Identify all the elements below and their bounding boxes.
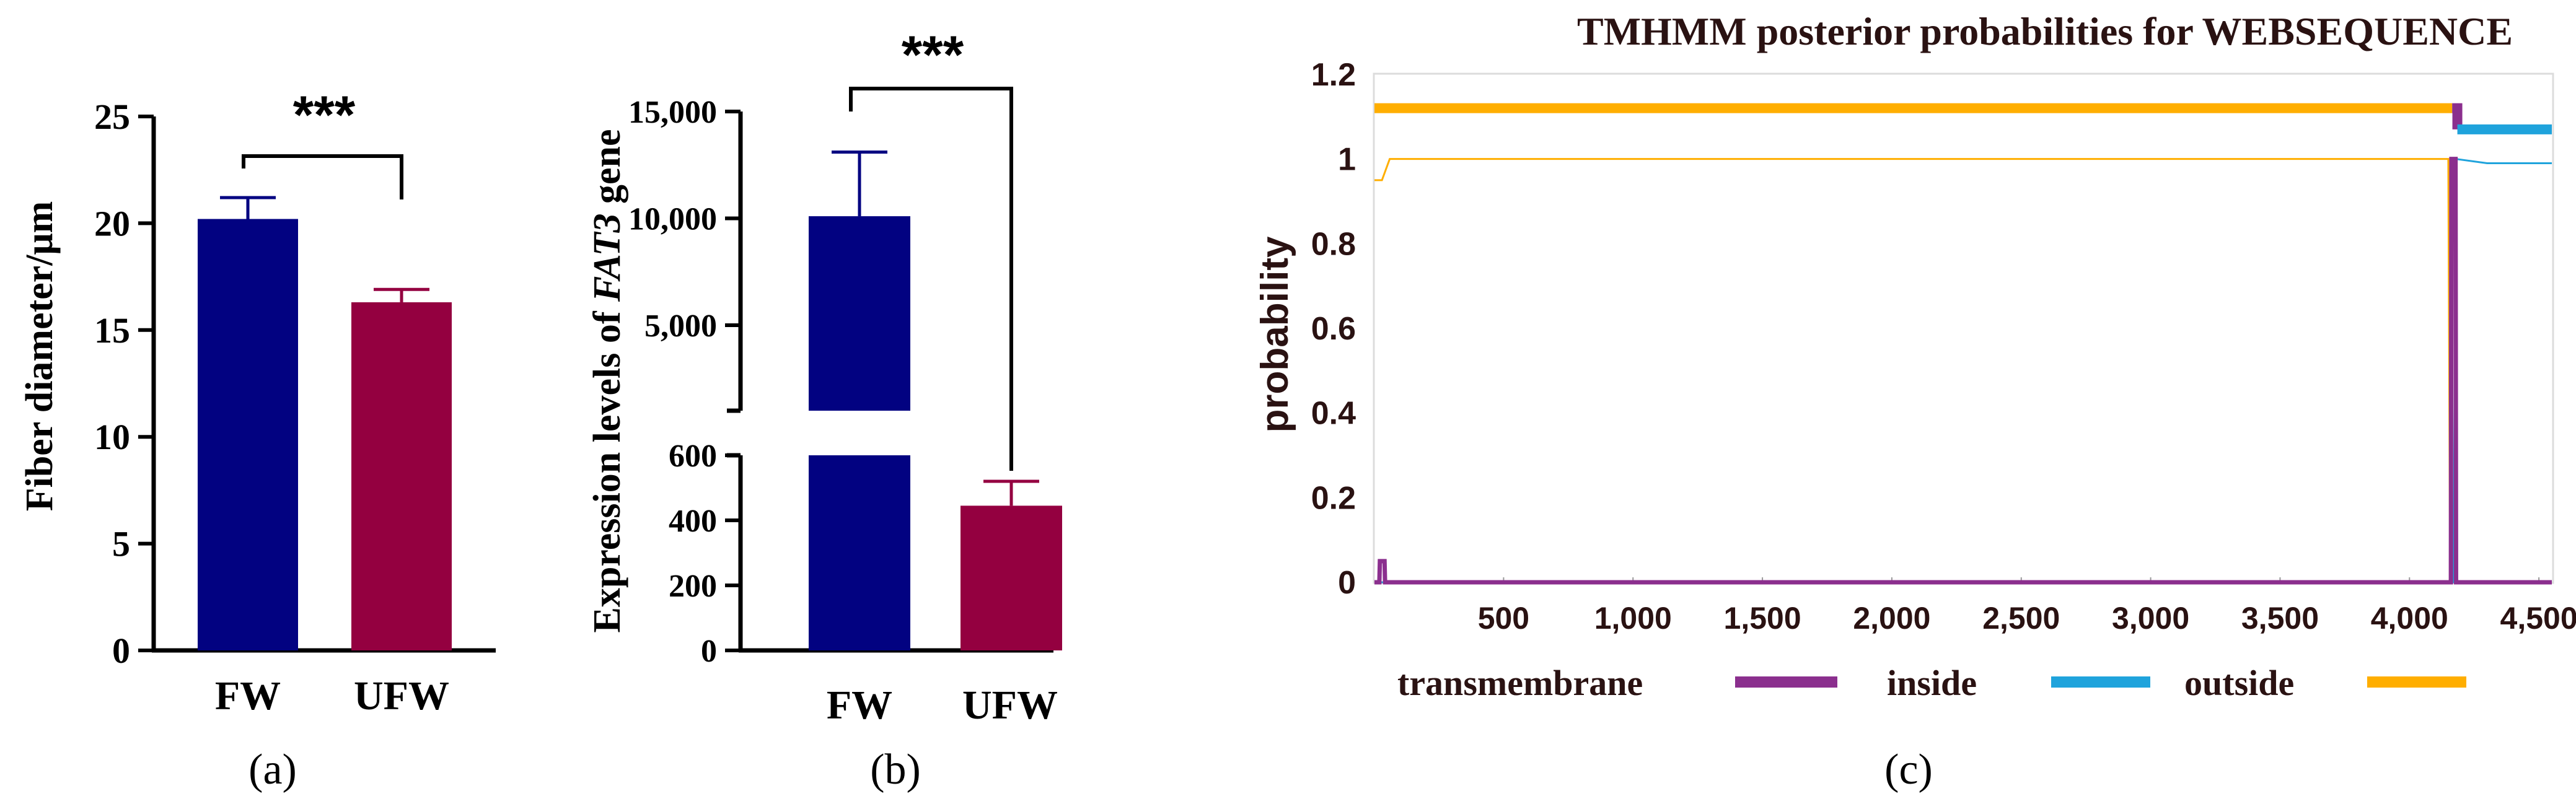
panel-a-ytick-label: 10 [94,417,130,457]
panel-b: 5,000 10,000 15,000 0 200 400 600 Expression l… [586,25,1062,794]
panel-c-ytick-label: 0.2 [1311,480,1356,516]
panel-b-xtick-fw: FW [827,683,892,728]
panel-c-xtick-label: 3,500 [2241,601,2319,636]
panel-c-xtick-label: 2,000 [1853,601,1930,636]
panel-a-bar-fw [198,219,298,650]
panel-b-ytick-label: 600 [669,439,717,474]
panel-c-xtick-label: 4,000 [2371,601,2448,636]
panel-a-ytick-label: 0 [112,631,130,671]
panel-c-ytick-label: 0 [1338,565,1356,601]
panel-b-axes: 5,000 10,000 15,000 0 200 400 600 [628,95,1053,669]
panel-c-xtick-label: 1,000 [1594,601,1672,636]
panel-a-ylabel: Fiber diameter/μm [19,201,61,512]
panel-b-bar-fw-upper [809,216,910,411]
panel-a-xtick-fw: FW [215,673,281,719]
panel-c-xtick-label: 3,000 [2112,601,2189,636]
panel-c-series-transmembrane [1374,157,2552,585]
panel-a-significance [242,154,403,199]
panel-a-ytick-label: 15 [94,310,130,351]
panel-c-ytick-label: 0.6 [1311,311,1356,347]
panel-b-ytick-label: 5,000 [644,308,717,344]
panel-b-ylabel: Expression levels of FAT3 gene [586,129,628,633]
panel-c-series-transmembrane-topology [2452,103,2463,129]
panel-a-ytick-label: 25 [94,97,130,137]
panel-a-ytick-label: 20 [94,203,130,243]
panel-c-xtick-label: 1,500 [1724,601,1801,636]
panel-a-bar-ufw [351,302,452,650]
panel-c-ytick-label: 1.2 [1311,57,1356,93]
panel-b-label: (b) [870,746,921,794]
panel-c-title: TMHMM posterior probabilities for WEBSEQ… [1577,9,2513,53]
panel-b-ytick-label: 10,000 [628,202,717,237]
panel-c-xtick-label: 2,500 [1982,601,2060,636]
panel-b-star-label: *** [902,25,964,85]
panel-a-axes: 0 5 10 15 20 25 [94,97,496,671]
legend-label-outside: outside [2184,663,2294,703]
panel-a-ytick-label: 5 [112,524,130,564]
panel-c-series [1374,103,2552,585]
panel-b-significance [849,87,1013,471]
panel-a-bars [198,196,452,650]
panel-b-bar-ufw [961,505,1062,650]
panel-a-xtick-ufw: UFW [354,673,449,719]
panel-b-bars [809,151,1062,650]
panel-c-legend: transmembrane inside outside [1397,663,2466,703]
panel-c-series-inside [1374,157,2552,584]
panel-a-sig-bracket [242,154,403,199]
panel-c: TMHMM posterior probabilities for WEBSEQ… [1254,9,2576,794]
panel-b-ytick-label: 200 [669,569,717,604]
panel-c-ticks: 0 0.2 0.4 0.6 0.8 1 1.2 500 1,000 1,500 2,000 2,500… [1311,57,2576,636]
panel-b-ylabel-prefix: Expression levels of [586,302,628,632]
panel-b-bar-fw-lower [809,455,910,650]
legend-label-transmembrane: transmembrane [1397,663,1643,703]
panel-b-ytick-label: 15,000 [628,95,717,130]
panel-b-ylabel-suffix: gene [586,129,628,214]
panel-c-label: (c) [1884,746,1933,794]
panel-c-ytick-label: 0.8 [1311,226,1356,262]
panel-b-sig-bracket [849,87,1013,471]
panel-c-series-outside [1374,158,2552,584]
panel-a-star-label: *** [293,85,356,145]
panel-b-ytick-label: 400 [669,504,717,539]
legend-label-inside: inside [1887,663,1977,703]
panel-c-ytick-label: 1 [1338,142,1356,178]
panel-c-xtick-label: 4,500 [2500,601,2576,636]
panel-c-ytick-label: 0.4 [1311,396,1356,432]
panel-a-label: (a) [248,746,297,794]
panel-c-xtick-label: 500 [1478,601,1529,636]
panel-c-ylabel: probability [1254,236,1296,432]
panel-c-plot-frame [1373,72,2554,584]
panel-b-ytick-label: 0 [701,634,717,669]
panel-b-ylabel-gene: FAT3 [586,214,628,302]
panel-b-xtick-ufw: UFW [962,683,1058,728]
